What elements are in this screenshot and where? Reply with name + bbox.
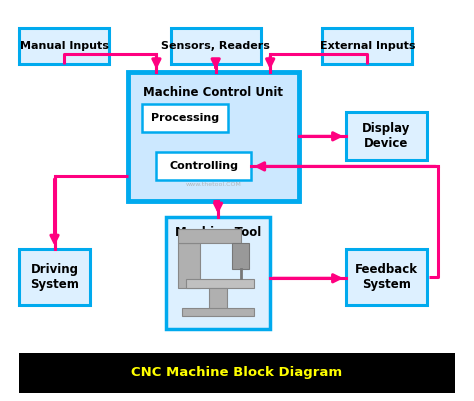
FancyBboxPatch shape xyxy=(178,229,241,243)
Text: External Inputs: External Inputs xyxy=(319,41,415,51)
Text: Machine Control Unit: Machine Control Unit xyxy=(143,86,283,99)
Text: Display
Device: Display Device xyxy=(362,122,410,150)
Text: Manual Inputs: Manual Inputs xyxy=(19,41,109,51)
FancyBboxPatch shape xyxy=(166,217,270,329)
FancyBboxPatch shape xyxy=(19,28,109,64)
FancyBboxPatch shape xyxy=(19,249,90,305)
Text: Processing: Processing xyxy=(151,113,219,123)
FancyBboxPatch shape xyxy=(182,308,254,316)
Text: Machine Tool: Machine Tool xyxy=(175,226,261,239)
FancyBboxPatch shape xyxy=(156,152,251,180)
FancyBboxPatch shape xyxy=(346,249,427,305)
FancyBboxPatch shape xyxy=(178,243,200,288)
FancyBboxPatch shape xyxy=(19,353,455,393)
FancyBboxPatch shape xyxy=(186,279,254,288)
Text: Controlling: Controlling xyxy=(169,162,238,171)
FancyBboxPatch shape xyxy=(142,104,228,132)
Text: Sensors, Readers: Sensors, Readers xyxy=(161,41,270,51)
Text: www.thetool.COM: www.thetool.COM xyxy=(185,182,241,187)
FancyBboxPatch shape xyxy=(322,28,412,64)
Text: Driving
System: Driving System xyxy=(30,263,79,291)
FancyBboxPatch shape xyxy=(171,28,261,64)
Text: Feedback
System: Feedback System xyxy=(355,263,418,291)
FancyBboxPatch shape xyxy=(346,112,427,160)
FancyBboxPatch shape xyxy=(209,288,227,311)
FancyBboxPatch shape xyxy=(128,72,299,200)
Text: CNC Machine Block Diagram: CNC Machine Block Diagram xyxy=(131,367,343,379)
FancyBboxPatch shape xyxy=(232,243,249,269)
